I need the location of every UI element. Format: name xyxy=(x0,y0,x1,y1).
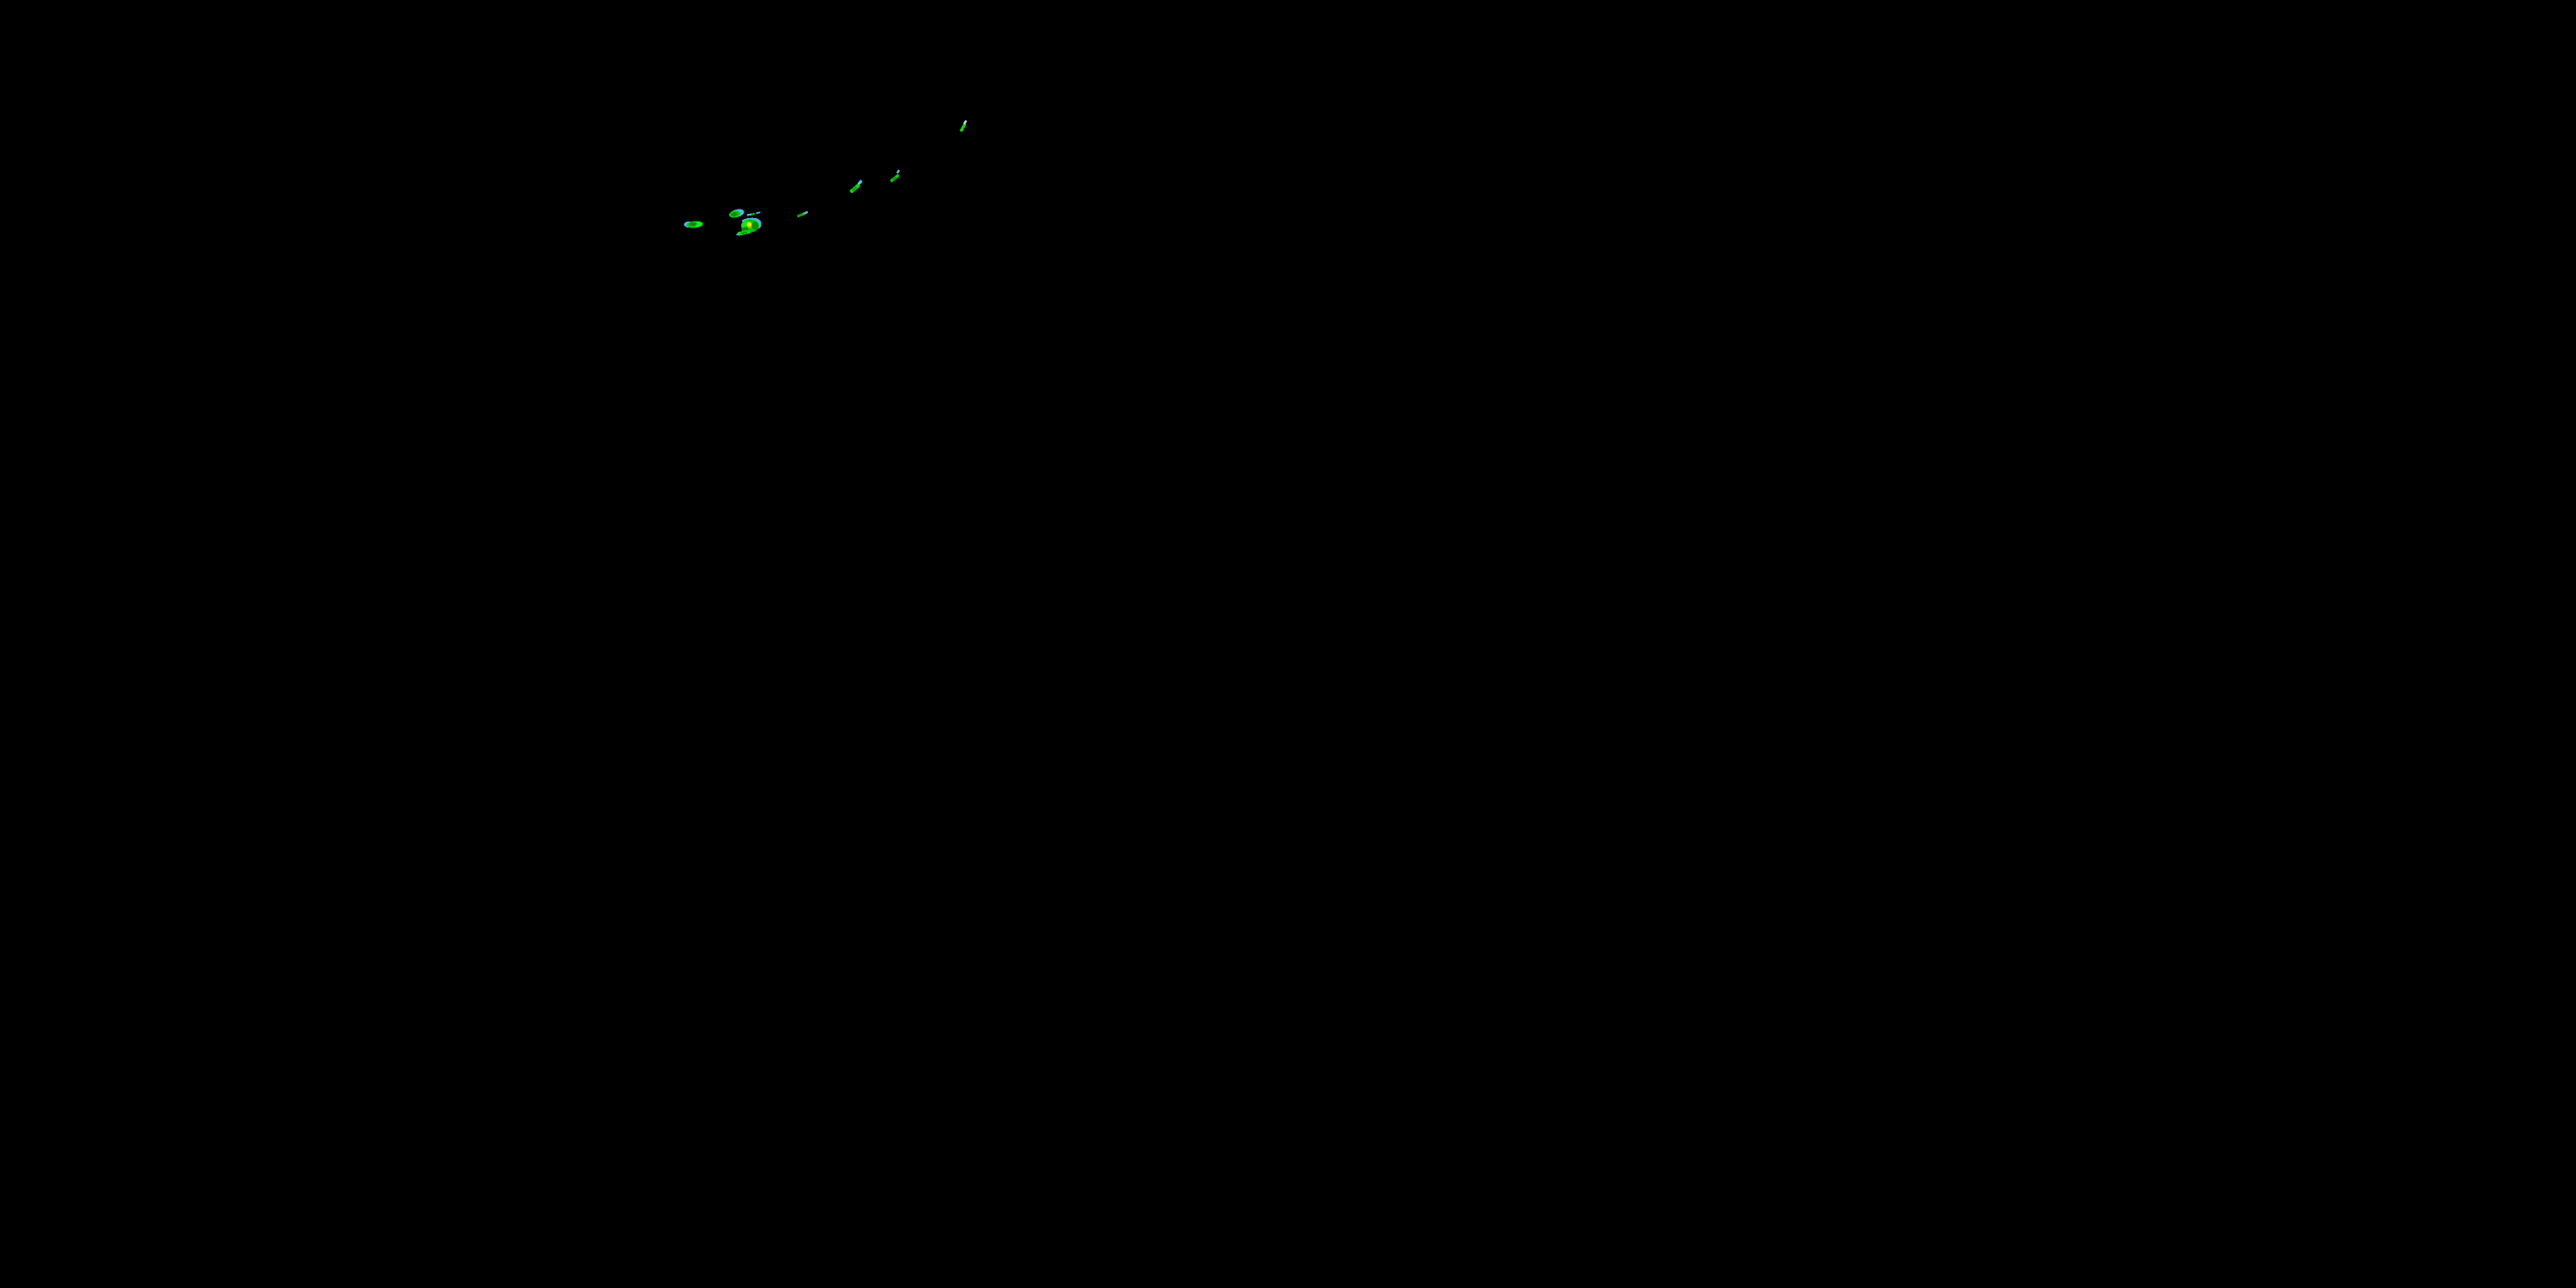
echo-mid-streak xyxy=(797,210,809,218)
radar-echo-part xyxy=(857,179,863,185)
echo-thin-dashes xyxy=(746,211,761,216)
radar-echo-part xyxy=(746,222,752,228)
radar-echo-part xyxy=(746,213,753,216)
echo-cell-streak xyxy=(849,179,863,194)
radar-echo-part xyxy=(731,212,738,216)
radar-echo-part xyxy=(963,119,968,125)
radar-echo-part xyxy=(750,213,756,216)
radar-echo-part xyxy=(756,211,761,215)
echo-northeast-streak xyxy=(890,169,901,183)
radar-echo-part xyxy=(736,233,739,236)
radar-echo-part xyxy=(751,222,759,230)
radar-echo-part xyxy=(803,210,809,215)
radar-echo-part xyxy=(798,213,803,216)
echo-main-cell xyxy=(741,217,762,233)
radar-echo-part xyxy=(689,222,697,227)
radar-echo-part xyxy=(740,231,748,234)
echo-west-blob xyxy=(683,221,703,228)
radar-echo-part xyxy=(852,186,857,191)
echo-south-streak xyxy=(736,229,751,236)
radar-echo-part xyxy=(892,176,896,180)
echo-northwest-blob xyxy=(729,209,744,218)
radar-echo-part xyxy=(694,221,703,228)
radar-echo-part xyxy=(896,169,901,174)
echo-far-northeast-streak xyxy=(959,119,968,132)
radar-echo-part xyxy=(749,226,751,228)
radar-echo-part xyxy=(959,123,967,132)
